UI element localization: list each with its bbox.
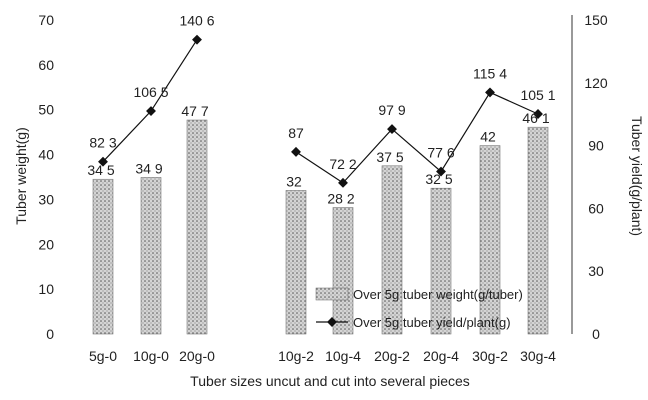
yield-point (338, 177, 348, 188)
bar (430, 187, 452, 335)
x-tick-label: 5g-0 (89, 348, 117, 364)
x-tick-label: 30g-2 (472, 348, 508, 364)
y-tick-label: 30 (38, 191, 54, 207)
x-tick-label: 10g-4 (325, 348, 361, 364)
data-labels: 34 5 34 9 47 7 32 28 2 37 5 32 5 42 46 1 82 3 106 … (87, 13, 555, 207)
yield-point (533, 109, 543, 119)
bar (527, 126, 549, 335)
yield-value-label: 87 (288, 125, 304, 141)
yield-point (291, 146, 301, 157)
x-axis-categories: 5g-0 10g-0 20g-0 10g-2 10g-4 20g-2 20g-4 30g-2 3… (89, 348, 556, 364)
y2-tick-label: 120 (584, 75, 608, 91)
x-tick-label: 10g-2 (278, 348, 314, 364)
bar-value-label: 28 2 (327, 191, 354, 207)
y-tick-label: 60 (38, 57, 54, 73)
y-tick-label: 70 (38, 12, 54, 28)
bar-value-label: 34 5 (87, 162, 114, 178)
yield-value-label: 106 5 (133, 84, 168, 100)
yield-point (146, 106, 156, 117)
x-tick-label: 30g-4 (520, 348, 556, 364)
bar (92, 178, 114, 335)
y-tick-label: 40 (38, 147, 54, 163)
y2-tick-label: 60 (588, 200, 604, 216)
legend-bar-label: Over 5g tuber weight(g/tuber) (353, 287, 523, 302)
legend-line-label: Over 5g tuber yield/plant(g) (353, 315, 511, 330)
yield-value-label: 72 2 (329, 156, 356, 172)
legend-bar-swatch (315, 287, 349, 301)
y2-tick-label: 30 (588, 263, 604, 279)
bar-value-label: 42 (480, 129, 496, 145)
x-tick-label: 20g-2 (374, 348, 410, 364)
bar (381, 165, 403, 335)
y-tick-label: 10 (38, 281, 54, 297)
yield-point (192, 34, 202, 45)
x-axis-title: Tuber sizes uncut and cut into several p… (190, 373, 470, 389)
bar (186, 119, 208, 335)
y-tick-label: 20 (38, 236, 54, 252)
bar (332, 207, 354, 335)
yield-value-label: 77 6 (427, 145, 454, 161)
yield-point (436, 166, 446, 177)
x-tick-label: 20g-4 (423, 348, 459, 364)
legend: Over 5g tuber weight(g/tuber) Over 5g tu… (315, 287, 523, 330)
x-tick-label: 20g-0 (179, 348, 215, 364)
x-tick-label: 10g-0 (133, 348, 169, 364)
y2-tick-label: 0 (592, 326, 600, 342)
yield-point (98, 156, 108, 167)
y2-tick-label: 150 (584, 12, 608, 28)
yield-value-label: 82 3 (89, 135, 116, 151)
bars (92, 119, 549, 335)
yield-line-segment (102, 39, 198, 163)
right-axis-ticks: 0 30 60 90 120 150 (571, 12, 608, 342)
y-tick-label: 50 (38, 102, 54, 118)
yield-value-label: 97 9 (378, 102, 405, 118)
legend-line-marker (327, 317, 337, 327)
yield-line-layer (98, 34, 543, 188)
yield-point (485, 87, 495, 98)
bar-value-label: 32 5 (425, 171, 452, 187)
bar (285, 190, 307, 335)
y2-tick-label: 90 (588, 138, 604, 154)
bar-value-label: 37 5 (376, 149, 403, 165)
y-axis-title: Tuber weight(g) (13, 127, 29, 225)
bar-value-label: 34 9 (135, 160, 162, 176)
bar-value-label: 46 1 (522, 110, 549, 126)
bar-value-label: 32 (286, 173, 302, 189)
yield-value-label: 140 6 (179, 13, 214, 29)
yield-value-label: 105 1 (520, 87, 555, 103)
yield-line-segment (295, 91, 539, 184)
bar-value-label: 47 7 (181, 103, 208, 119)
bar (140, 177, 162, 335)
y-tick-label: 0 (46, 326, 54, 342)
yield-value-label: 115 4 (473, 65, 507, 81)
bar (479, 145, 501, 335)
left-axis-ticks: 0 10 20 30 40 50 60 70 (38, 12, 54, 342)
y2-axis-title: Tuber yield(g/plant) (629, 116, 645, 236)
